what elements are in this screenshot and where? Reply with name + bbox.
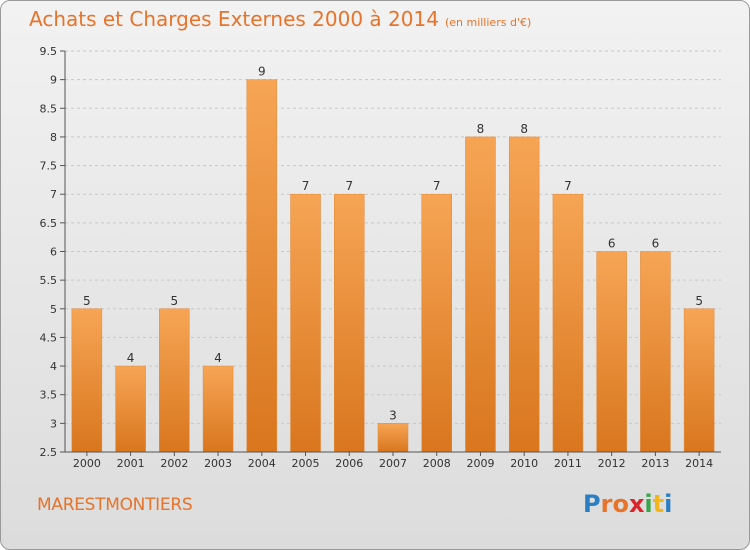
title-row: Achats et Charges Externes 2000 à 2014 (e… (29, 7, 531, 31)
x-tick-label: 2001 (117, 457, 145, 470)
bar (640, 251, 671, 453)
y-tick-label: 3.5 (40, 389, 58, 402)
y-tick-label: 8 (50, 131, 57, 144)
data-label: 4 (214, 351, 222, 365)
location-name: MARESTMONTIERS (37, 495, 193, 515)
logo-letter: o (612, 490, 629, 518)
bar (596, 251, 627, 453)
x-tick-label: 2006 (335, 457, 363, 470)
bar (683, 308, 715, 453)
y-tick-label: 9 (50, 74, 57, 87)
chart-title: Achats et Charges Externes 2000 à 2014 (29, 7, 439, 31)
x-tick-label: 2014 (685, 457, 713, 470)
data-label: 5 (695, 294, 703, 308)
bar (421, 193, 452, 453)
x-tick-label: 2004 (248, 457, 276, 470)
y-tick-label: 7.5 (40, 160, 58, 173)
axes (60, 50, 721, 456)
y-tick-label: 5 (50, 303, 57, 316)
y-tick-label: 6.5 (40, 217, 58, 230)
data-label: 7 (302, 179, 310, 193)
logo-letter: i (664, 490, 673, 518)
data-label: 8 (477, 122, 485, 136)
bar (159, 308, 190, 453)
proxiti-logo: Proxiti (583, 490, 672, 518)
y-tick-label: 9.5 (40, 45, 58, 58)
y-tick-label: 7 (50, 188, 57, 201)
data-label: 5 (171, 294, 179, 308)
bar (246, 79, 278, 453)
y-tick-label: 5.5 (40, 274, 58, 287)
data-label: 7 (433, 179, 441, 193)
x-tick-label: 2010 (510, 457, 538, 470)
bar (290, 193, 321, 453)
logo-letter: x (628, 490, 645, 518)
data-label: 4 (127, 351, 135, 365)
y-tick-label: 3 (50, 417, 57, 430)
bar (202, 365, 234, 453)
chart-subtitle: (en milliers d'€) (444, 16, 532, 29)
bar (334, 193, 365, 453)
bar (465, 136, 496, 453)
data-label: 8 (520, 122, 528, 136)
logo-letter: P (583, 490, 601, 518)
data-label: 6 (608, 237, 616, 251)
y-tick-label: 2.5 (40, 446, 58, 459)
x-tick-label: 2013 (641, 457, 669, 470)
y-tick-label: 4 (50, 360, 57, 373)
x-tick-label: 2008 (423, 457, 451, 470)
x-tick-label: 2002 (160, 457, 188, 470)
labels: 2.5 3 3.5 4 4.5 5 5.5 6 6.5 7 7.5 8 8.5 9 9.5 5 2000 4 200… (40, 45, 714, 470)
data-label: 3 (389, 408, 397, 422)
x-tick-label: 2000 (73, 457, 101, 470)
bar (71, 308, 103, 453)
bars (71, 79, 715, 453)
data-label: 9 (258, 65, 266, 79)
logo-letter: t (652, 490, 665, 518)
data-label: 6 (652, 237, 660, 251)
x-tick-label: 2005 (292, 457, 320, 470)
x-tick-label: 2011 (554, 457, 582, 470)
logo-letter: i (644, 490, 653, 518)
bar (552, 193, 584, 453)
bar (115, 365, 146, 453)
bar (377, 423, 409, 453)
y-tick-label: 4.5 (40, 331, 58, 344)
y-tick-label: 8.5 (40, 102, 58, 115)
data-label: 5 (83, 294, 91, 308)
x-tick-label: 2009 (466, 457, 494, 470)
data-label: 7 (345, 179, 353, 193)
x-tick-label: 2007 (379, 457, 407, 470)
logo-letter: r (600, 490, 613, 518)
x-tick-label: 2012 (598, 457, 626, 470)
data-label: 7 (564, 179, 572, 193)
bar (508, 136, 540, 453)
y-tick-label: 6 (50, 246, 57, 259)
x-tick-label: 2003 (204, 457, 232, 470)
